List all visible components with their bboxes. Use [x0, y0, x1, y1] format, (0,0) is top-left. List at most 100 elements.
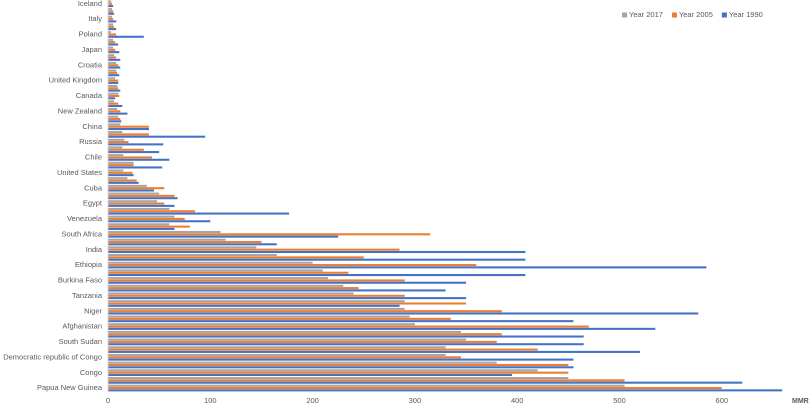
bar [108, 20, 117, 23]
bar [108, 84, 118, 88]
bar [108, 389, 783, 392]
bar [108, 46, 114, 49]
y-tick-label: Japan [82, 45, 102, 54]
bar [108, 43, 119, 46]
legend-swatch [671, 12, 677, 18]
bar [108, 133, 149, 136]
bar [108, 223, 170, 226]
bar [108, 258, 526, 261]
bar [108, 12, 115, 15]
bar [108, 289, 446, 292]
bar [108, 325, 589, 328]
bar [108, 64, 119, 67]
bar [108, 292, 354, 295]
bar [108, 371, 569, 374]
bar [108, 363, 569, 367]
bar [108, 0, 112, 3]
bar [108, 81, 119, 84]
bar [108, 243, 277, 246]
bar [108, 187, 165, 190]
y-tick-label: United Kingdom [49, 76, 102, 85]
y-tick-label: Cuba [84, 183, 103, 192]
bar [108, 294, 405, 297]
bar [108, 48, 116, 51]
bar [108, 323, 415, 326]
y-tick-label: Iceland [78, 0, 102, 8]
bar [108, 274, 526, 277]
bar [108, 284, 344, 287]
bar [108, 112, 128, 115]
y-tick-label: Croatia [78, 60, 103, 69]
bar [108, 174, 134, 177]
bar [108, 235, 339, 238]
x-tick-label: 100 [204, 396, 217, 405]
bar [108, 377, 569, 380]
bar [108, 18, 114, 21]
bar [108, 79, 119, 82]
bar [108, 340, 497, 343]
bar [108, 310, 502, 313]
bar [108, 225, 190, 228]
bar [108, 23, 114, 26]
bar [108, 238, 226, 241]
bar [108, 246, 257, 249]
bar [108, 125, 149, 128]
y-tick-label: Congo [80, 368, 102, 377]
bar [108, 279, 405, 282]
bar [108, 381, 743, 384]
bar [108, 346, 446, 349]
y-tick-label: Italy [88, 14, 102, 23]
bar [108, 287, 359, 290]
legend-swatch [721, 12, 727, 18]
bar [108, 330, 461, 333]
bar [108, 56, 117, 59]
bar [108, 10, 114, 13]
bar [108, 151, 160, 154]
bar [108, 117, 121, 121]
bar [108, 177, 128, 180]
bar [108, 304, 400, 307]
bar [108, 212, 290, 215]
y-tick-label: Burkina Faso [58, 276, 102, 285]
bar [108, 277, 328, 280]
bar [108, 250, 526, 254]
bar [108, 127, 149, 131]
bar [108, 58, 121, 61]
y-tick-label: Niger [84, 306, 102, 315]
bar [108, 179, 137, 182]
bar [108, 74, 120, 77]
x-tick-label: 400 [511, 396, 524, 405]
bar [108, 51, 120, 54]
bar [108, 8, 113, 11]
bar [108, 115, 119, 118]
bar [108, 369, 538, 372]
bar [108, 89, 121, 92]
bar [108, 25, 115, 28]
bar [108, 66, 121, 69]
legend-label: Year 2005 [679, 10, 713, 19]
bar [108, 15, 113, 18]
bar [108, 200, 158, 203]
bar [108, 202, 165, 205]
bar [108, 31, 112, 34]
bar [108, 373, 513, 377]
bar [108, 141, 129, 144]
bar [108, 210, 195, 213]
bar [108, 261, 313, 264]
y-tick-label: Russia [79, 137, 103, 146]
bar [108, 192, 160, 195]
y-tick-label: Papua New Guinea [37, 383, 103, 392]
bar [108, 161, 134, 164]
bar [108, 54, 115, 57]
bar [108, 94, 120, 98]
legend-label: Year 2017 [629, 10, 663, 19]
bar [108, 320, 574, 323]
x-tick-label: 600 [716, 396, 729, 405]
bar [108, 220, 211, 223]
bar [108, 230, 221, 234]
bar [108, 158, 170, 161]
bar [108, 71, 118, 74]
bar [108, 197, 178, 200]
bar [108, 164, 134, 167]
